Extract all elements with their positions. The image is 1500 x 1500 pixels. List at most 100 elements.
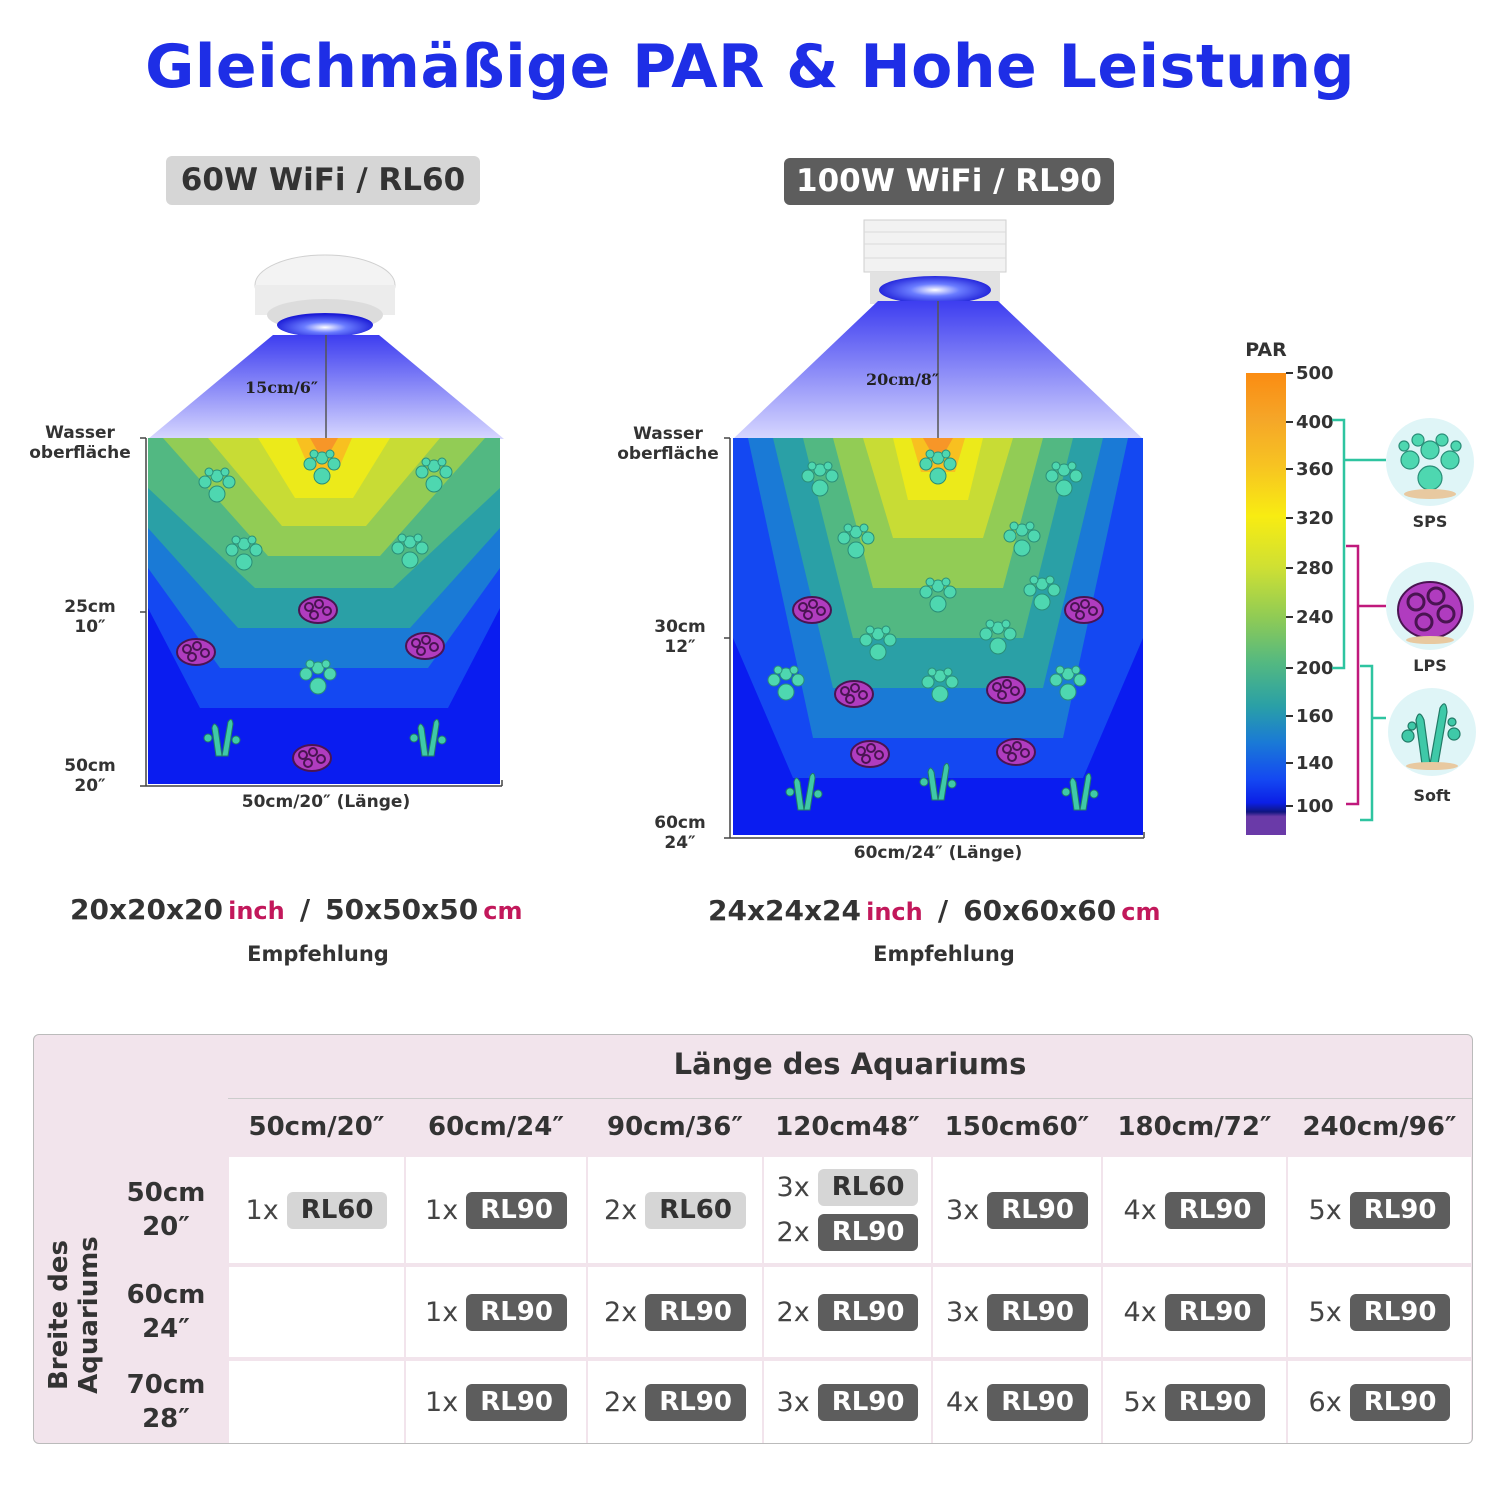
sps-zone: SPS [1384,416,1476,532]
light-recommendation: 1x RL90 [425,1293,567,1331]
lps-coral-icon [292,744,332,772]
right-distance-label: 20cm/8″ [866,370,940,389]
dims-separator: / [299,893,311,926]
sps-coral-icon [859,625,897,661]
sps-coral-icon [1023,575,1061,611]
unit-inch: inch [866,898,923,926]
recommendation-stack: 1x RL60 [246,1191,388,1229]
surface-label-line2: oberfläche [617,444,719,464]
light-count: 4x [1123,1194,1157,1226]
column-header-label: 50cm/20″ [248,1112,385,1142]
row-width-w1: 60cm [126,1280,206,1310]
unit-cm: cm [1121,898,1161,926]
par-tick-label: 280 [1296,557,1334,579]
sps-coral-icon [837,523,875,559]
light-count: 3x [776,1386,810,1418]
light-model-badge: RL90 [1164,1293,1266,1331]
table-cell: 5x RL90 [1288,1157,1471,1263]
row-width-w2: 28″ [142,1404,190,1434]
column-header: 120cm48″ [764,1099,931,1155]
light-recommendation: 1x RL90 [425,1383,567,1421]
par-tick-mark [1286,805,1293,807]
sps-label: SPS [1412,512,1448,531]
table-cell: 5x RL90 [1103,1361,1286,1443]
left-tank-dimensions: 20x20x20 inch / 50x50x50 cm [70,893,540,926]
lps-zone: LPS [1384,560,1476,676]
depth-in: 20″ [74,776,106,796]
table-cell: 3x RL60 2x RL90 [764,1157,931,1263]
right-recommendation: Empfehlung [873,942,1015,966]
light-count: 5x [1123,1386,1157,1418]
light-recommendation: 1x RL90 [425,1191,567,1229]
light-recommendation: 3x RL90 [776,1383,919,1421]
light-recommendation: 4x RL90 [1123,1191,1266,1229]
light-recommendation: 4x RL90 [1124,1293,1266,1331]
light-model-badge: RL90 [987,1191,1088,1229]
recommendation-table: Länge des Aquariums 50cm/20″ 60cm/24″ 90cm… [33,1034,1473,1444]
table-cell: 4x RL90 [1103,1157,1286,1263]
soft-zone: Soft [1386,686,1478,806]
table-cell: 3x RL90 [764,1361,931,1443]
column-header-label: 180cm/72″ [1117,1112,1272,1142]
recommendation-stack: 4x RL90 [1124,1293,1266,1331]
lps-coral-icon [996,738,1036,766]
sps-coral-icon [225,535,263,571]
light-model-badge: RL90 [817,1293,919,1331]
left-depth-axis [140,437,503,787]
dims-cm: 60x60x60 [963,894,1117,927]
light-model-badge: RL90 [1164,1191,1266,1229]
par-tick-mark [1286,715,1293,717]
sps-coral-icon [919,577,957,613]
table-cell: 2x RL90 [764,1267,931,1357]
column-header: 90cm/36″ [588,1099,762,1155]
light-count: 5x [1308,1194,1342,1226]
par-tick-label: 140 [1296,752,1334,774]
light-model-badge: RL90 [466,1383,567,1421]
table-cell: 2x RL90 [588,1267,762,1357]
light-recommendation: 2x RL90 [777,1214,919,1251]
par-tick-mark [1286,762,1293,764]
column-header: 150cm60″ [933,1099,1101,1155]
row-width-w1: 50cm [126,1178,206,1208]
unit-cm: cm [483,897,523,925]
light-model-badge: RL90 [817,1383,919,1421]
par-tick-label: 100 [1296,795,1334,817]
recommendation-stack: 2x RL90 [604,1293,746,1331]
table-cell: 6x RL90 [1288,1361,1471,1443]
par-zone-brackets [1332,418,1386,822]
recommendation-stack: 2x RL90 [604,1383,746,1421]
lps-coral-icon [850,740,890,768]
light-model-badge: RL60 [286,1191,388,1229]
model-label-rl90: 100W WiFi / RL90 [784,158,1114,205]
left-length-label: 50cm/20″ (Länge) [241,792,411,812]
row-width-w2: 20″ [142,1212,190,1242]
par-tick: 360 [1286,458,1334,480]
rl60-lamp-image [254,254,396,337]
row-width-w2: 24″ [142,1314,190,1344]
light-recommendation: 4x RL90 [946,1383,1088,1421]
table-cell [229,1267,404,1357]
recommendation-stack: 1x RL90 [425,1293,567,1331]
recommendation-stack: 3x RL90 [946,1293,1088,1331]
light-recommendation: 5x RL90 [1308,1191,1451,1229]
light-count: 2x [604,1194,638,1226]
light-count: 2x [776,1217,810,1248]
table-cell: 1x RL60 [229,1157,404,1263]
light-count: 1x [425,1296,459,1328]
par-tick: 160 [1286,705,1334,727]
light-count: 3x [946,1296,980,1328]
recommendation-stack: 4x RL90 [946,1383,1088,1421]
light-recommendation: 2x RL90 [604,1383,746,1421]
light-recommendation: 3x RL90 [946,1191,1088,1229]
light-model-badge: RL90 [466,1191,567,1229]
light-recommendation: 2x RL60 [604,1191,746,1229]
par-tick: 200 [1286,657,1334,679]
light-recommendation: 3x RL60 [777,1169,919,1206]
recommendation-stack: 1x RL90 [425,1383,567,1421]
column-header-label: 90cm/36″ [607,1112,743,1142]
sps-coral-icon [299,659,337,695]
row-width-label: 60cm 24″ [106,1267,226,1357]
light-model-badge: RL90 [817,1214,919,1251]
soft-coral-icon [1388,688,1476,776]
light-count: 3x [776,1172,810,1203]
